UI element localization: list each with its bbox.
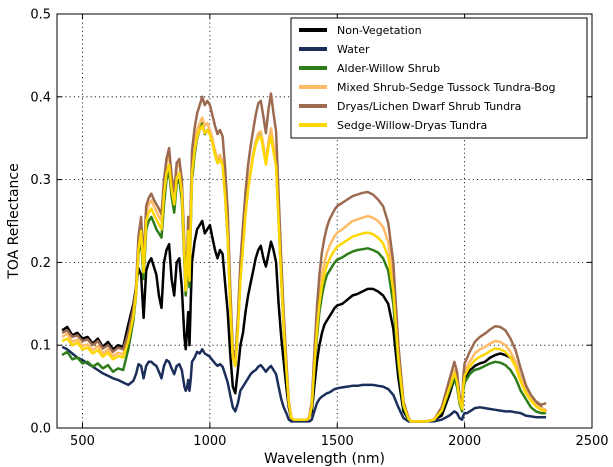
legend-label: Sedge-Willow-Dryas Tundra [337,119,487,132]
y-tick-label: 0.0 [30,422,51,437]
x-tick-label: 2000 [448,434,481,449]
legend-box [290,17,588,139]
series-line [61,92,547,423]
legend-label: Alder-Willow Shrub [337,62,440,75]
y-tick-label: 0.3 [30,173,51,188]
series-lines [61,92,547,423]
x-tick-label: 1500 [321,434,354,449]
x-axis-label: Wavelength (nm) [264,451,385,467]
x-tick-label: 500 [70,434,95,449]
legend-label: Water [337,43,370,56]
x-tick-label: 1000 [193,434,226,449]
legend-label: Mixed Shrub-Sedge Tussock Tundra-Bog [337,81,556,94]
legend-label: Non-Vegetation [337,24,422,37]
axis-ticks: 500 1000 1500 2000 2500 0.0 0.1 0.2 0.3 0.4 0.5 [30,8,608,450]
y-tick-label: 0.2 [30,256,51,271]
series-line [61,345,547,423]
plot-frame [56,13,593,429]
y-tick-label: 0.4 [30,90,51,105]
legend: Non-Vegetation Water Alder-Willow Shrub Mix… [290,17,588,139]
x-tick-label: 2500 [575,434,608,449]
series-line [61,219,547,423]
y-tick-label: 0.1 [30,339,51,354]
y-tick-label: 0.5 [30,8,51,23]
series-line [61,124,547,423]
y-axis-label: TOA Reflectance [6,163,22,279]
legend-label: Dryas/Lichen Dwarf Shrub Tundra [337,100,521,113]
